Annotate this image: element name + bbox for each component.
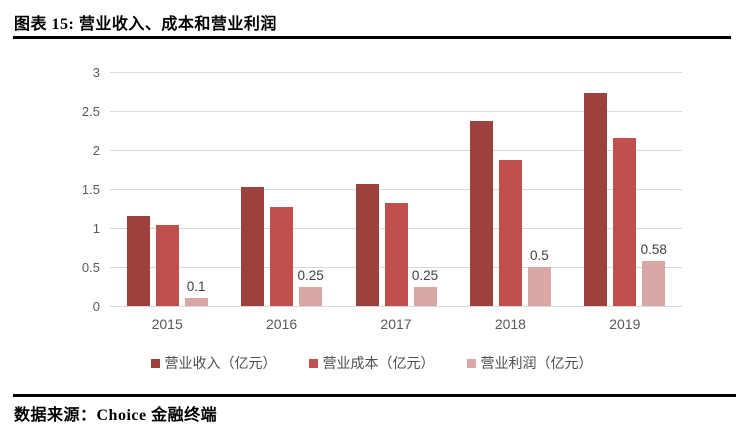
- bar-营业成本（亿元）-2018: [498, 160, 522, 306]
- y-axis-tick-label: 3: [92, 65, 100, 80]
- y-axis-tick-label: 0: [92, 299, 100, 314]
- page-title: 图表 15: 营业收入、成本和营业利润: [14, 16, 277, 33]
- gridline: [110, 111, 682, 112]
- data-source: 数据来源：Choice 金融终端: [14, 407, 218, 424]
- x-axis-tick-label: 2016: [266, 316, 298, 332]
- bar-value-label: 0.25: [411, 267, 439, 283]
- revenue-swatch-icon: [150, 358, 160, 368]
- legend-label-cost: 营业成本（亿元）: [322, 355, 435, 371]
- y-axis-tick-label: 0.5: [81, 260, 100, 275]
- bar-value-label: 0.1: [186, 279, 206, 295]
- bar-营业收入（亿元）-2018: [469, 121, 493, 306]
- bar-value-label: 0.25: [297, 267, 324, 283]
- x-axis-tick-label: 2015: [151, 316, 183, 332]
- profit-swatch-icon: [466, 358, 476, 368]
- title-divider: [13, 36, 731, 39]
- legend-label-revenue: 营业收入（亿元）: [164, 355, 277, 371]
- legend-entry-profit: 营业利润（亿元）: [466, 353, 593, 373]
- x-axis-tick-label: 2018: [494, 316, 526, 332]
- bar-营业利润（亿元）-2015: [184, 298, 208, 306]
- y-axis-tick-label: 1.5: [81, 182, 100, 197]
- bar-营业利润（亿元）-2018: [527, 267, 551, 306]
- y-axis-tick-label: 2.5: [81, 104, 100, 119]
- gridline: [110, 189, 682, 190]
- legend-label-profit: 营业利润（亿元）: [480, 355, 593, 371]
- legend-entry-revenue: 营业收入（亿元）: [150, 353, 277, 373]
- x-axis-tick-label: 2017: [380, 316, 412, 332]
- bar-value-label: 0.58: [640, 241, 667, 257]
- gridline: [110, 150, 682, 151]
- y-axis-tick-label: 1: [92, 221, 100, 236]
- bar-value-label: 0.5: [530, 248, 549, 263]
- bar-营业利润（亿元）-2017: [413, 286, 437, 306]
- footer-divider: [13, 394, 736, 397]
- bar-营业收入（亿元）-2017: [355, 183, 379, 306]
- y-axis-tick-label: 2: [92, 143, 100, 158]
- bar-营业收入（亿元）-2019: [584, 93, 608, 306]
- x-axis-tick-label: 2019: [609, 316, 641, 332]
- gridline: [110, 72, 682, 73]
- cost-swatch-icon: [308, 358, 318, 368]
- chart-legend: 营业收入（亿元） 营业成本（亿元） 营业利润（亿元）: [0, 353, 743, 373]
- bar-营业成本（亿元）-2015: [155, 224, 179, 306]
- bar-营业成本（亿元）-2017: [384, 203, 408, 306]
- bar-营业成本（亿元）-2016: [270, 206, 294, 306]
- gridline: [110, 306, 682, 307]
- legend-entry-cost: 营业成本（亿元）: [308, 353, 435, 373]
- bar-营业成本（亿元）-2019: [613, 137, 637, 306]
- bar-营业利润（亿元）-2019: [642, 260, 666, 306]
- bar-营业利润（亿元）-2016: [299, 286, 323, 306]
- bar-营业收入（亿元）-2016: [241, 186, 265, 306]
- bar-营业收入（亿元）-2015: [126, 216, 150, 306]
